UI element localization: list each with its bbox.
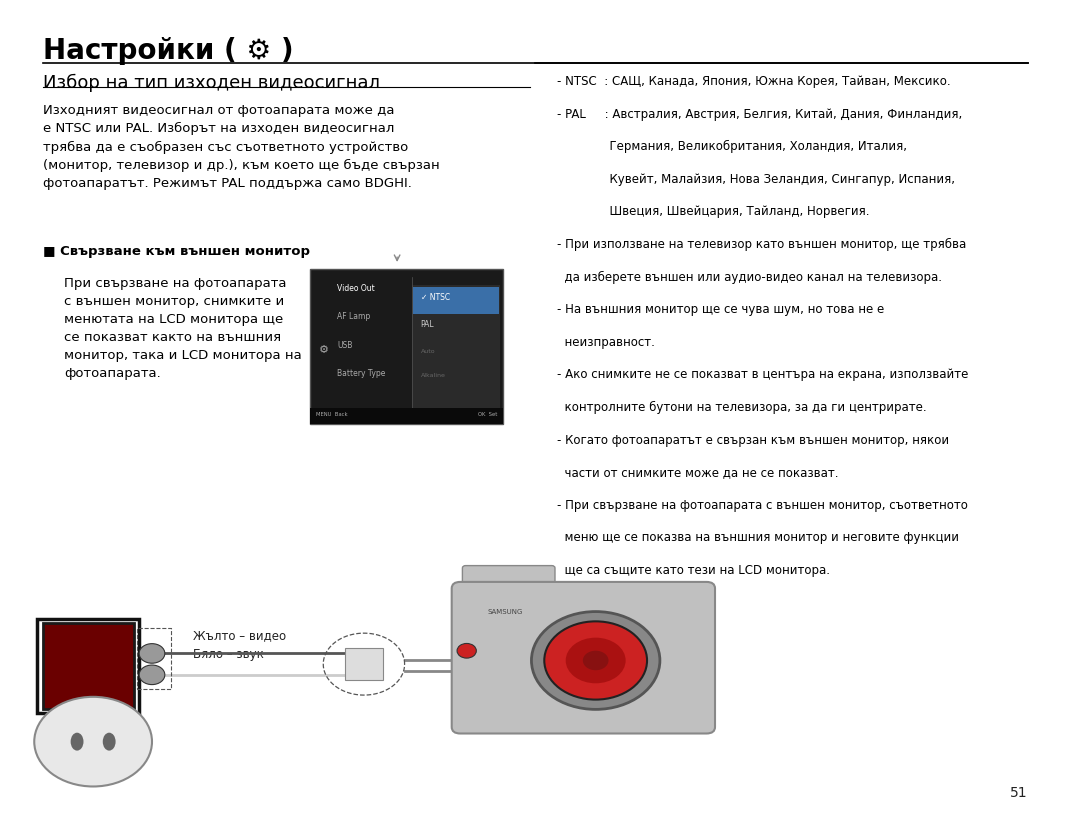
Text: меню ще се показва на външния монитор и неговите функции: меню ще се показва на външния монитор и … [556,531,959,544]
Text: Alkaline: Alkaline [421,373,446,378]
Circle shape [583,650,608,670]
Text: USB: USB [337,341,352,350]
Text: - При използване на телевизор като външен монитор, ще трябва: - При използване на телевизор като външе… [556,238,966,251]
Circle shape [566,637,625,683]
Text: При свързване на фотоапарата
с външен монитор, снимките и
менютата на LCD монито: При свързване на фотоапарата с външен мо… [64,277,302,380]
Bar [345,648,383,681]
Text: Швеция, Швейцария, Тайланд, Норвегия.: Швеция, Швейцария, Тайланд, Норвегия. [556,205,869,218]
Circle shape [139,644,165,663]
Text: OK  Set: OK Set [478,412,498,417]
Bar [413,285,500,420]
Bar [310,269,503,424]
Text: ■ Свързване към външен монитор: ■ Свързване към външен монитор [43,244,310,258]
Text: неизправност.: неизправност. [556,336,654,349]
Text: ⚙: ⚙ [319,346,329,355]
Text: - Когато фотоапаратът е свързан към външен монитор, някои: - Когато фотоапаратът е свързан към външ… [556,434,948,447]
Text: контролните бутони на телевизора, за да ги центрирате.: контролните бутони на телевизора, за да … [556,401,927,414]
Bar [137,628,172,689]
Text: Кувейт, Малайзия, Нова Зеландия, Сингапур, Испания,: Кувейт, Малайзия, Нова Зеландия, Сингапу… [556,173,955,186]
Text: - При свързване на фотоапарата с външен монитор, съответното: - При свързване на фотоапарата с външен … [556,499,968,512]
Text: Жълто – видео: Жълто – видео [192,629,286,642]
Circle shape [457,644,476,659]
Text: да изберете външен или аудио-видео канал на телевизора.: да изберете външен или аудио-видео канал… [556,271,942,284]
Bar [310,408,503,424]
Text: AF Lamp: AF Lamp [337,312,370,321]
Text: MENU  Back: MENU Back [315,412,348,417]
Text: Настройки ( ⚙ ): Настройки ( ⚙ ) [43,37,294,64]
Text: SAMSUNG: SAMSUNG [487,609,523,615]
Text: 51: 51 [1010,786,1027,800]
Bar [414,287,499,314]
Text: Германия, Великобритания, Холандия, Италия,: Германия, Великобритания, Холандия, Итал… [556,140,906,153]
FancyBboxPatch shape [451,582,715,734]
Ellipse shape [70,733,83,751]
FancyBboxPatch shape [462,566,555,595]
Text: - PAL     : Австралия, Австрия, Белгия, Китай, Дания, Финландия,: - PAL : Австралия, Австрия, Белгия, Кита… [556,108,962,121]
Circle shape [35,697,152,786]
Circle shape [531,611,660,709]
Text: - На външния монитор ще се чува шум, но това не е: - На външния монитор ще се чува шум, но … [556,303,883,316]
Text: Auto: Auto [421,349,435,354]
Text: Изходният видеосигнал от фотоапарата може да
е NTSC или PAL. Изборът на изходен : Изходният видеосигнал от фотоапарата мож… [43,104,440,190]
Text: ✓ NTSC: ✓ NTSC [421,293,449,302]
Text: PAL: PAL [421,320,434,329]
Ellipse shape [103,733,116,751]
Text: части от снимките може да не се показват.: части от снимките може да не се показват… [556,466,838,479]
Text: - Ако снимките не се показват в центъра на екрана, използвайте: - Ако снимките не се показват в центъра … [556,368,968,381]
Circle shape [544,621,647,699]
Bar [38,619,139,713]
Text: Video Out: Video Out [337,284,375,293]
Text: Бяло – звук: Бяло – звук [192,648,264,661]
Text: ще са същите като тези на LCD монитора.: ще са същите като тези на LCD монитора. [556,564,829,577]
Circle shape [139,665,165,685]
Text: Избор на тип изходен видеосигнал: Избор на тип изходен видеосигнал [43,73,380,91]
Text: - NTSC  : САЩ, Канада, Япония, Южна Корея, Тайван, Мексико.: - NTSC : САЩ, Канада, Япония, Южна Корея… [556,75,950,88]
Text: Battery Type: Battery Type [337,369,386,378]
Bar [43,623,134,709]
